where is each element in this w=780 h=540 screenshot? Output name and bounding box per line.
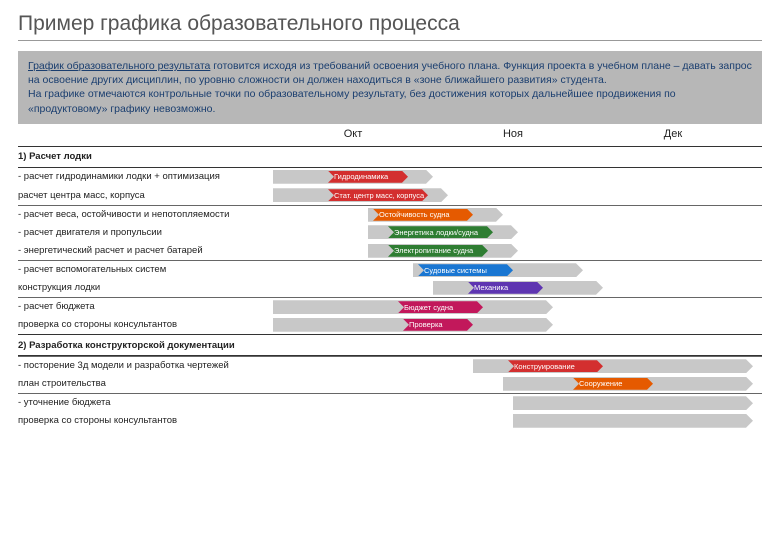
row-label: 1) Расчет лодки	[18, 151, 273, 162]
row-lane	[273, 147, 762, 167]
row-lane: Сооружение	[273, 375, 762, 394]
section-header: 2) Разработка конструкторской документац…	[18, 334, 762, 356]
milestone-tag: Конструирование	[508, 360, 603, 372]
row-label: - расчет веса, остойчивости и непотопляе…	[18, 209, 273, 220]
row-label: план строительства	[18, 378, 273, 389]
section-header: 1) Расчет лодки	[18, 146, 762, 168]
row-label: конструкция лодки	[18, 282, 273, 293]
row-lane: Электропитание судна	[273, 242, 762, 261]
row-lane: Энергетика лодки/судна	[273, 223, 762, 242]
task-row: - энергетический расчет и расчет батарей…	[18, 242, 762, 261]
row-label: 2) Разработка конструкторской документац…	[18, 340, 273, 351]
row-label: - расчет бюджета	[18, 301, 273, 312]
row-lane	[273, 412, 762, 431]
task-row: - расчет гидродинамики лодки + оптимизац…	[18, 168, 762, 187]
task-row: план строительства Сооружение	[18, 375, 762, 394]
milestone-tag: Сооружение	[573, 378, 653, 390]
gantt-bar	[513, 414, 753, 428]
milestone-tag: Механика	[468, 282, 543, 294]
milestone-tag: Электропитание судна	[388, 245, 488, 257]
milestone-tag: Судовые системы	[418, 264, 513, 276]
task-row: - расчет бюджета Бюджет судна	[18, 297, 762, 316]
month-label: Окт	[273, 128, 433, 140]
gantt-bar	[513, 396, 753, 410]
row-label: расчет центра масс, корпуса	[18, 190, 273, 201]
milestone-tag: Энергетика лодки/судна	[388, 226, 493, 238]
row-lane	[273, 335, 762, 355]
row-label: - энергетический расчет и расчет батарей	[18, 245, 273, 256]
row-lane: Стат. центр масс, корпуса	[273, 186, 762, 205]
row-label: - уточнение бюджета	[18, 397, 273, 408]
row-label: - расчет гидродинамики лодки + оптимизац…	[18, 171, 273, 182]
month-label: Дек	[593, 128, 753, 140]
chart-rows: 1) Расчет лодки - расчет гидродинамики ло…	[18, 146, 762, 431]
row-lane: Проверка	[273, 316, 762, 335]
row-lane: Механика	[273, 279, 762, 298]
task-row: расчет центра масс, корпуса Стат. центр м…	[18, 186, 762, 205]
gantt-chart: ОктНояДек 1) Расчет лодки - расчет гидрод…	[0, 128, 780, 431]
page-title: Пример графика образовательного процесса	[18, 12, 762, 41]
task-row: - расчет вспомогательных систем Судовые с…	[18, 260, 762, 279]
info-box: График образовательного результата готов…	[18, 51, 762, 124]
row-label: проверка со стороны консультантов	[18, 415, 273, 426]
task-row: проверка со стороны консультантов Проверк…	[18, 316, 762, 335]
task-row: - уточнение бюджета	[18, 393, 762, 412]
milestone-tag: Бюджет судна	[398, 301, 483, 313]
task-row: конструкция лодки Механика	[18, 279, 762, 298]
month-label: Ноя	[433, 128, 593, 140]
task-row: - посторение 3д модели и разработка черт…	[18, 356, 762, 375]
row-lane: Судовые системы	[273, 261, 762, 279]
milestone-tag: Проверка	[403, 319, 473, 331]
row-label: - расчет двигателя и пропульсии	[18, 227, 273, 238]
row-lane: Конструирование	[273, 357, 762, 375]
page-header: Пример графика образовательного процесса	[0, 0, 780, 49]
task-row: - расчет двигателя и пропульсии Энергетик…	[18, 223, 762, 242]
milestone-tag: Стат. центр масс, корпуса	[328, 189, 428, 201]
row-lane: Остойчивость судна	[273, 206, 762, 224]
row-lane: Гидродинамика	[273, 168, 762, 187]
row-lane: Бюджет судна	[273, 298, 762, 316]
task-row: проверка со стороны консультантов	[18, 412, 762, 431]
task-row: - расчет веса, остойчивости и непотопляе…	[18, 205, 762, 224]
month-header: ОктНояДек	[273, 128, 762, 146]
row-label: - расчет вспомогательных систем	[18, 264, 273, 275]
milestone-tag: Гидродинамика	[328, 171, 408, 183]
row-label: проверка со стороны консультантов	[18, 319, 273, 330]
milestone-tag: Остойчивость судна	[373, 209, 473, 221]
row-label: - посторение 3д модели и разработка черт…	[18, 360, 273, 371]
row-lane	[273, 394, 762, 412]
